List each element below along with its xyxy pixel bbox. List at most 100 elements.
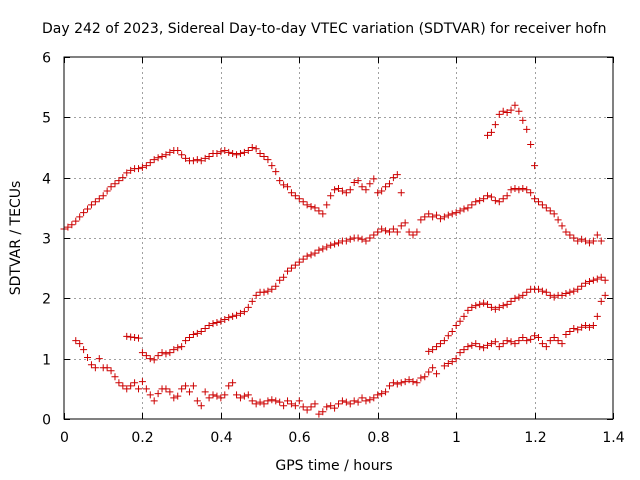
data-point: [385, 180, 393, 188]
data-point: [429, 346, 437, 354]
data-point: [503, 109, 511, 117]
y-tick-label: 0: [42, 413, 51, 429]
data-point: [503, 337, 511, 345]
data-point: [236, 394, 244, 402]
data-point: [268, 285, 276, 293]
data-point: [574, 326, 582, 334]
data-point: [315, 207, 323, 215]
data-point: [354, 177, 362, 185]
data-point: [527, 189, 535, 197]
data-point: [444, 359, 452, 367]
data-point: [562, 331, 570, 339]
data-point: [413, 379, 421, 387]
data-point: [385, 382, 393, 390]
data-point: [127, 333, 135, 341]
data-point: [378, 390, 386, 398]
data-point: [531, 332, 539, 340]
data-point: [260, 153, 268, 161]
data-point: [244, 391, 252, 399]
data-point: [295, 258, 303, 266]
data-point: [511, 101, 519, 109]
data-point: [578, 323, 586, 331]
data-point: [503, 300, 511, 308]
data-point: [174, 392, 182, 400]
data-point: [197, 157, 205, 165]
data-point: [436, 340, 444, 348]
data-point: [311, 204, 319, 212]
data-point: [507, 186, 515, 194]
data-point: [72, 337, 80, 345]
data-point: [448, 358, 456, 366]
data-point: [221, 147, 229, 155]
data-point: [519, 185, 527, 193]
data-point: [272, 397, 280, 405]
data-point: [601, 276, 609, 284]
data-point: [370, 231, 378, 239]
data-point: [534, 285, 542, 293]
data-point: [597, 273, 605, 281]
data-point: [440, 337, 448, 345]
data-point: [80, 209, 88, 217]
data-point: [393, 228, 401, 236]
data-point: [311, 249, 319, 257]
data-point: [448, 210, 456, 218]
data-point: [182, 382, 190, 390]
data-point: [178, 343, 186, 351]
data-point: [440, 213, 448, 221]
data-point: [393, 171, 401, 179]
data-point: [166, 349, 174, 357]
data-point: [495, 343, 503, 351]
x-tick-label: 0: [60, 430, 69, 446]
data-point: [542, 343, 550, 351]
data-point: [358, 183, 366, 191]
data-point: [233, 391, 241, 399]
data-point: [515, 186, 523, 194]
data-point: [103, 187, 111, 195]
data-point: [76, 340, 84, 348]
data-point: [291, 192, 299, 200]
data-point: [519, 116, 527, 124]
data-point: [358, 394, 366, 402]
data-point: [366, 234, 374, 242]
data-point: [511, 294, 519, 302]
data-point: [248, 144, 256, 151]
data-point: [338, 397, 346, 405]
x-tick-label: 0.6: [288, 430, 310, 446]
data-point: [491, 121, 499, 129]
data-point: [464, 204, 472, 212]
data-point: [515, 293, 523, 301]
data-point: [123, 169, 131, 177]
data-point: [268, 162, 276, 170]
data-point: [460, 312, 468, 320]
data-point: [354, 234, 362, 242]
data-point: [499, 107, 507, 115]
data-point: [201, 154, 209, 162]
data-point: [280, 181, 288, 189]
plot-border: [63, 56, 614, 420]
data-point: [452, 209, 460, 217]
data-point: [327, 192, 335, 200]
data-point: [566, 288, 574, 296]
data-point: [272, 168, 280, 176]
data-point: [413, 228, 421, 236]
data-point: [589, 237, 597, 245]
data-point: [366, 180, 374, 188]
data-point: [189, 382, 197, 390]
data-point: [240, 392, 248, 400]
data-point: [503, 192, 511, 200]
data-point: [119, 382, 127, 390]
data-point: [331, 240, 339, 248]
data-point: [499, 302, 507, 310]
data-point: [401, 219, 409, 227]
data-point: [346, 400, 354, 408]
data-point: [264, 156, 272, 164]
data-point: [389, 379, 397, 387]
data-point: [221, 315, 229, 323]
data-point: [444, 211, 452, 219]
data-point: [291, 402, 299, 410]
data-point: [303, 252, 311, 260]
data-point: [362, 237, 370, 245]
data-point: [425, 210, 433, 218]
data-point: [554, 216, 562, 224]
data-point: [480, 195, 488, 203]
